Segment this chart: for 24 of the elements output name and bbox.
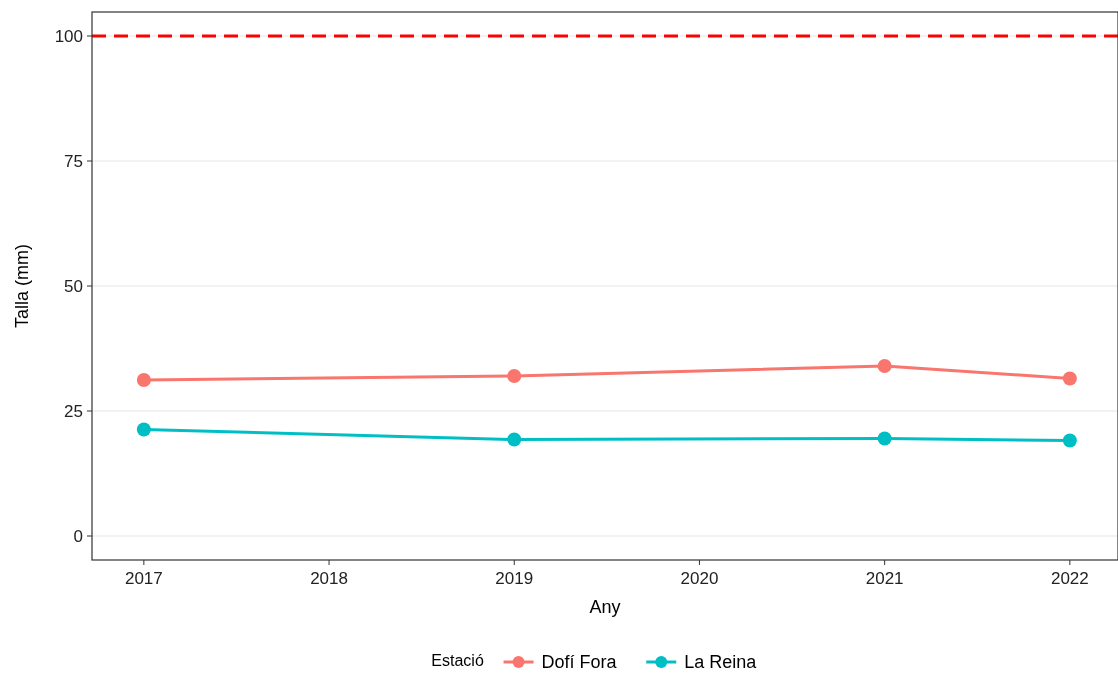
y-tick-label: 0 xyxy=(73,526,83,546)
x-tick-label: 2017 xyxy=(124,569,163,588)
x-axis-title: Any xyxy=(589,597,621,617)
point xyxy=(1062,433,1077,448)
x-tick-label: 2020 xyxy=(680,569,719,588)
y-tick-label: 100 xyxy=(54,26,83,46)
point xyxy=(877,359,892,373)
point xyxy=(136,422,151,437)
x-tick-label: 2022 xyxy=(1050,569,1089,588)
legend-label: La Reina xyxy=(684,652,758,672)
point xyxy=(507,432,522,447)
y-tick-label: 25 xyxy=(64,401,83,421)
x-tick-label: 2021 xyxy=(865,569,904,588)
y-tick-label: 75 xyxy=(64,151,83,171)
legend-label: Dofí Fora xyxy=(541,652,618,672)
point xyxy=(507,369,522,383)
x-tick-label: 2019 xyxy=(495,569,534,588)
point xyxy=(877,431,892,446)
y-tick-label: 50 xyxy=(64,276,83,296)
point xyxy=(1062,371,1077,386)
y-axis-title: Talla (mm) xyxy=(12,244,32,328)
point xyxy=(136,373,151,387)
x-tick-label: 2018 xyxy=(310,569,348,588)
legend-title: Estació xyxy=(431,652,484,670)
